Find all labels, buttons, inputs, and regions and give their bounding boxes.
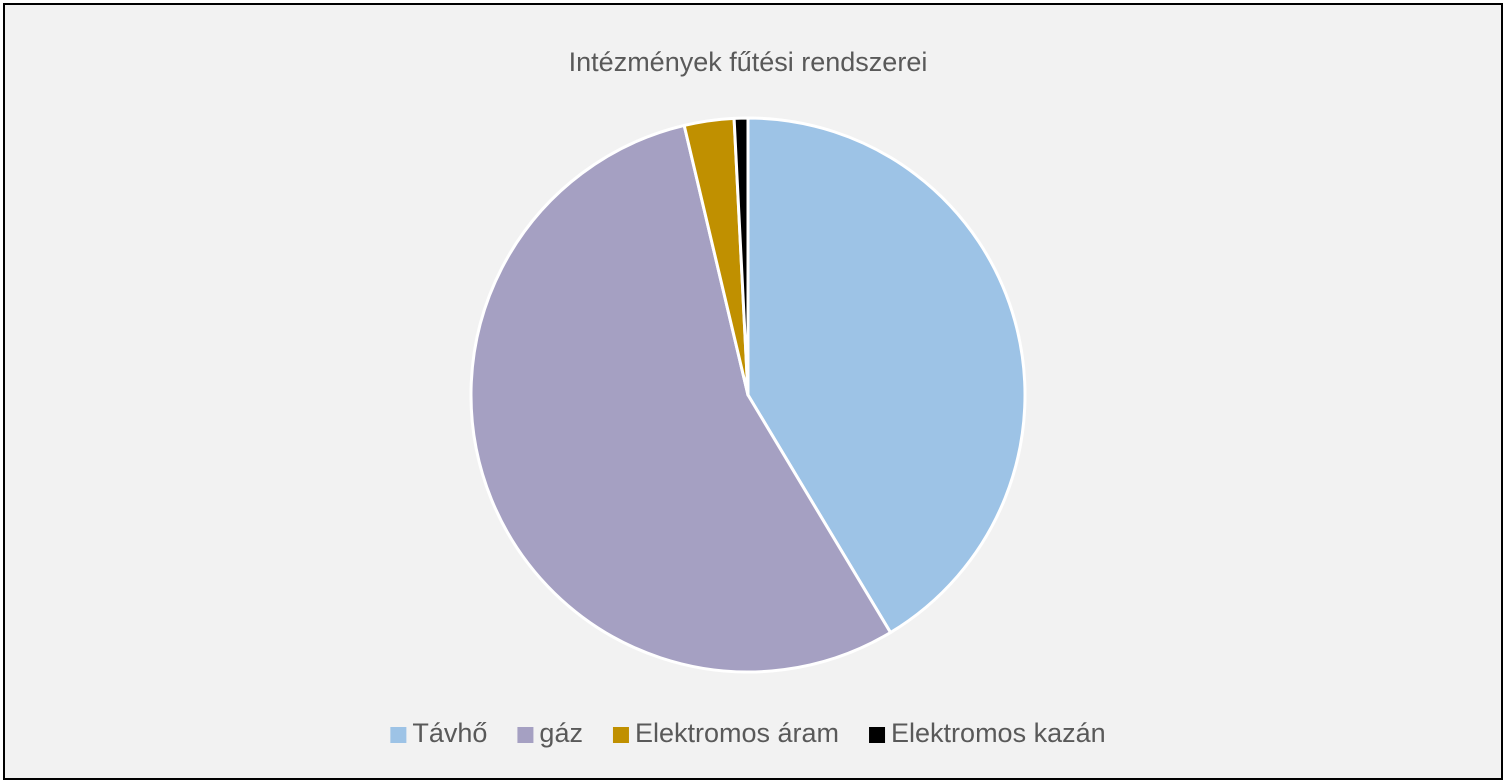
legend-label: Elektromos áram [635, 718, 839, 748]
legend-swatch [517, 727, 534, 743]
legend-swatch [869, 727, 886, 743]
legend-label: gáz [539, 718, 583, 748]
pie-slice [469, 123, 892, 674]
pie-slice [732, 116, 750, 397]
legend-label: Távhő [412, 718, 487, 748]
pie-slice [746, 116, 1027, 635]
chart-title: Intézmények fűtési rendszerei [569, 47, 928, 77]
legend-label: Elektromos kazán [891, 718, 1106, 748]
pie [469, 116, 1027, 674]
legend: Távhő gáz Elektromos áram Elektromos kazán [390, 718, 1106, 748]
legend-swatch [612, 727, 629, 743]
legend-swatch [390, 727, 407, 743]
